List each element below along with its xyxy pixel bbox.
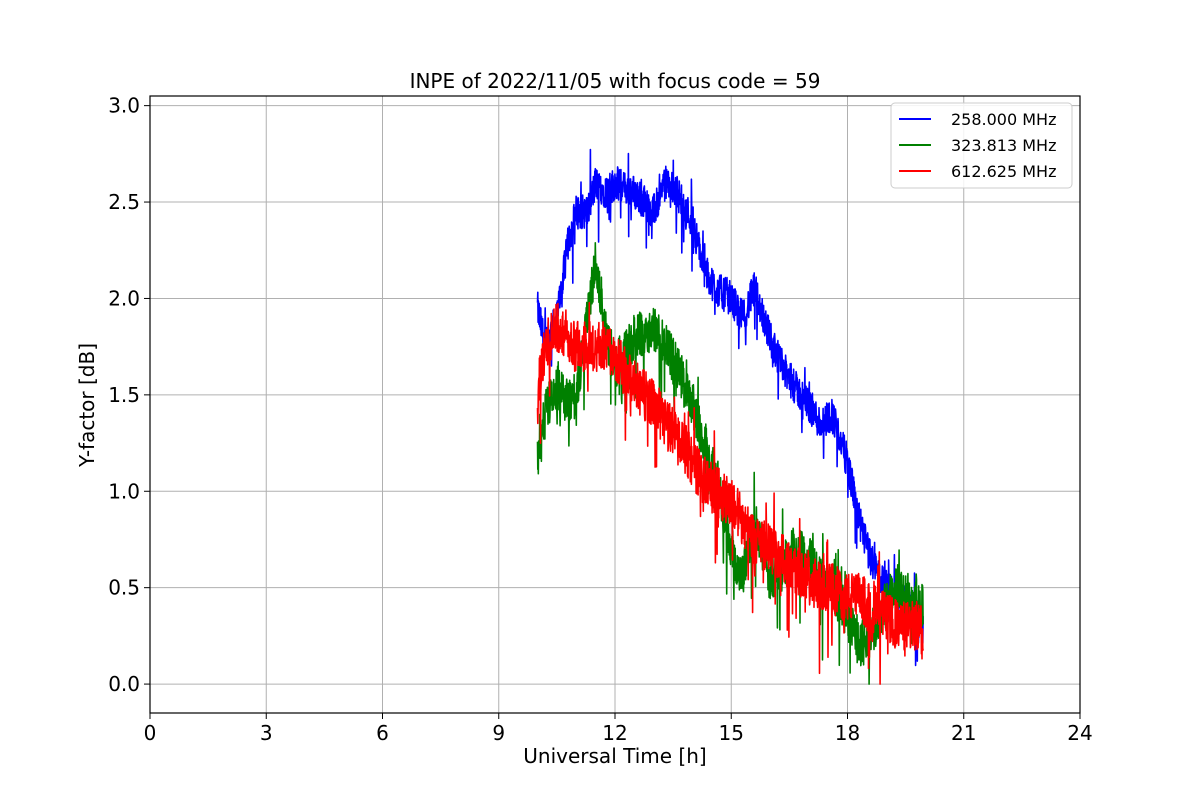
y-tick-label: 0.0 xyxy=(108,672,140,696)
x-tick-label: 3 xyxy=(260,721,273,745)
legend-label-258: 258.000 MHz xyxy=(951,110,1056,129)
series-line-323 xyxy=(536,242,924,685)
y-tick-label: 0.5 xyxy=(108,576,140,600)
legend-label-323: 323.813 MHz xyxy=(951,136,1056,155)
axis-ticks: 0 3 6 9 12 15 18 21 24 0.0 0.5 1.0 1.5 2.0 2.5 3.0 xyxy=(108,94,1093,745)
y-tick-label: 2.5 xyxy=(108,190,140,214)
x-tick-label: 0 xyxy=(144,721,157,745)
y-axis-label: Y-factor [dB] xyxy=(75,343,99,468)
series-lines xyxy=(536,148,924,685)
y-tick-label: 1.5 xyxy=(108,383,140,407)
y-tick-label: 3.0 xyxy=(108,94,140,118)
legend-box xyxy=(890,102,1073,189)
y-tick-label: 1.0 xyxy=(108,479,140,503)
legend: 258.000 MHz 323.813 MHz 612.625 MHz xyxy=(890,102,1073,189)
x-tick-label: 6 xyxy=(376,721,389,745)
x-tick-label: 18 xyxy=(835,721,860,745)
x-tick-label: 24 xyxy=(1067,721,1092,745)
x-tick-label: 12 xyxy=(602,721,627,745)
chart-title: INPE of 2022/11/05 with focus code = 59 xyxy=(410,69,821,93)
legend-label-612: 612.625 MHz xyxy=(951,162,1056,181)
x-tick-label: 9 xyxy=(492,721,505,745)
x-tick-label: 21 xyxy=(951,721,976,745)
x-tick-label: 15 xyxy=(719,721,744,745)
x-axis-label: Universal Time [h] xyxy=(523,744,706,768)
y-tick-label: 2.0 xyxy=(108,286,140,310)
series-line-258 xyxy=(536,148,924,667)
series-line-612 xyxy=(536,301,924,685)
